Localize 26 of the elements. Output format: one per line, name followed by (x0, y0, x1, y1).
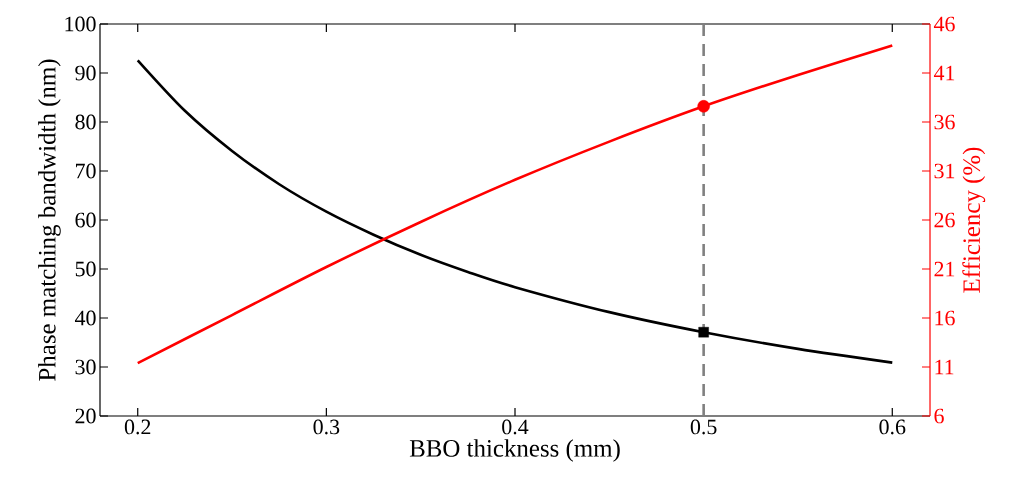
y2-tick-label: 26 (934, 212, 955, 228)
y-tick-label: 60 (75, 212, 96, 228)
y2-tick-label: 16 (935, 310, 955, 326)
y2-tick-label: 6 (934, 408, 944, 424)
x-tick-label: 0.3 (313, 419, 340, 435)
y2-tick-label: 46 (933, 16, 955, 32)
y-tick-label: 70 (76, 163, 96, 179)
x-tick-label: 0.4 (502, 419, 529, 435)
y-tick-label: 90 (75, 65, 96, 81)
y2-tick-label: 31 (934, 163, 955, 179)
y2-tick-label: 41 (933, 65, 955, 81)
x-tick-label: 0.6 (879, 419, 906, 435)
y-axis-title: Phase matching bandwidth (nm) (38, 59, 61, 381)
y2-tick-label: 21 (934, 261, 955, 277)
x-tick-label: 0.5 (690, 419, 717, 435)
y-tick-label: 40 (74, 310, 96, 326)
x-axis-title: BBO thickness (mm) (409, 439, 620, 462)
y-tick-label: 80 (75, 114, 96, 130)
x-tick-label: 0.2 (124, 419, 151, 435)
y2-axis-title: Efficiency (%) (962, 147, 986, 293)
y-tick-label: 20 (75, 408, 96, 424)
y-tick-label: 100 (65, 16, 96, 32)
y2-tick-label: 11 (935, 359, 954, 375)
y-tick-label: 30 (75, 359, 96, 375)
y-tick-label: 50 (75, 261, 96, 277)
y2-tick-label: 36 (934, 114, 955, 130)
